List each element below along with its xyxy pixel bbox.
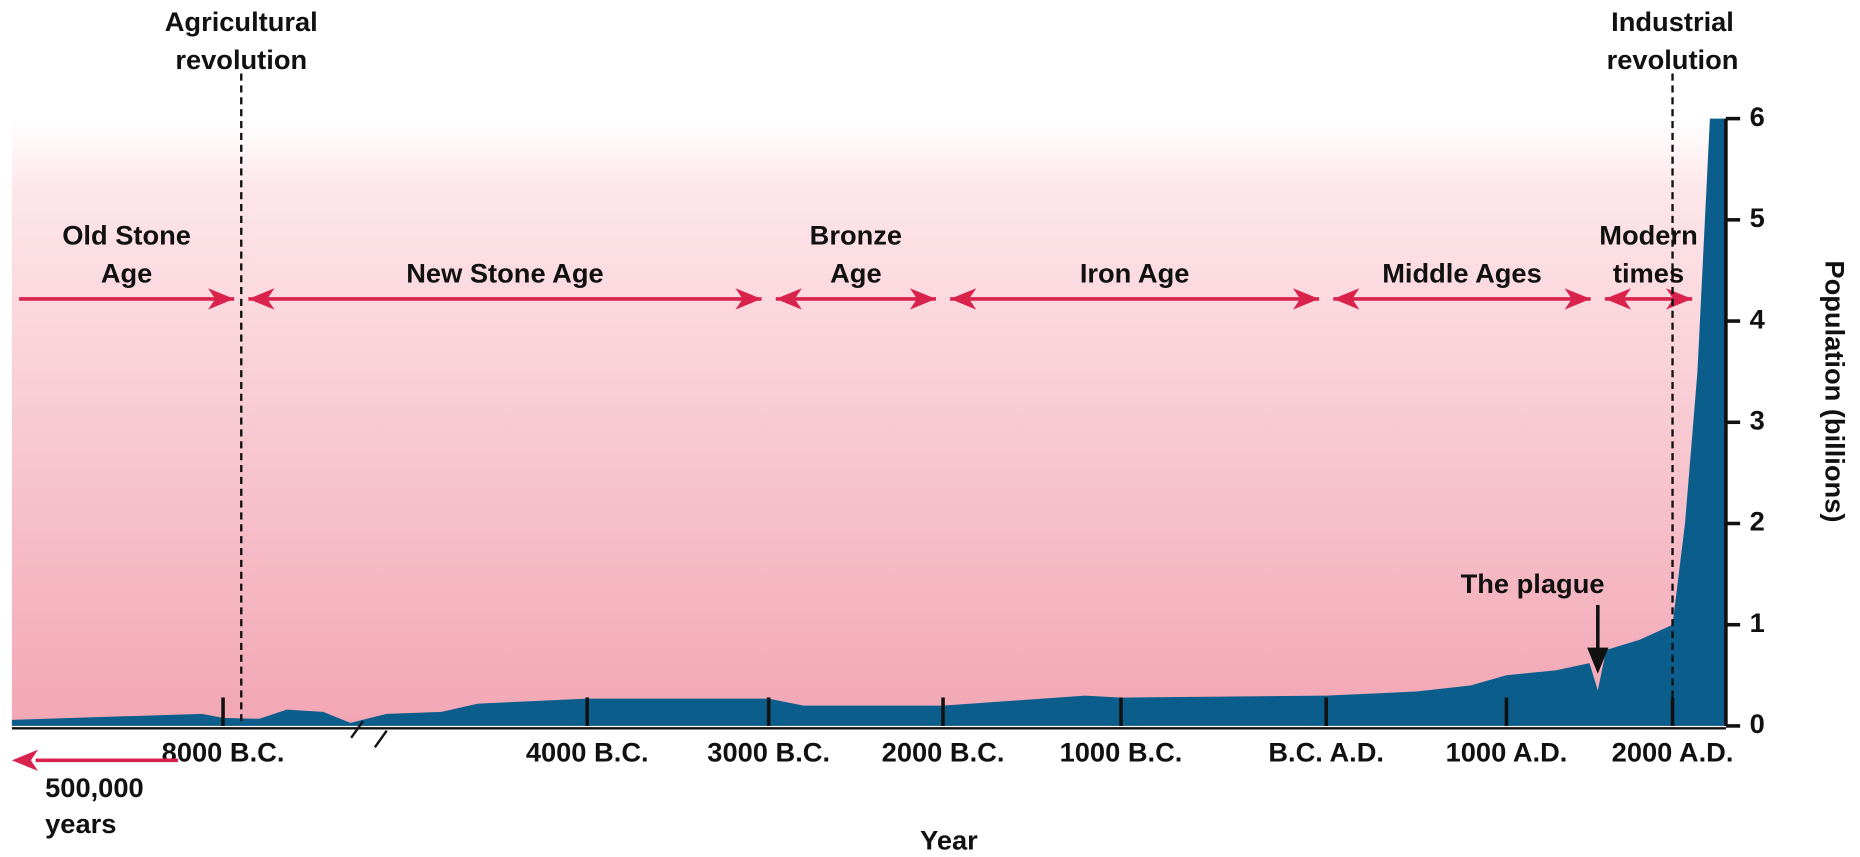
era-arrowhead: [775, 288, 802, 310]
era-arrowhead: [950, 288, 977, 310]
y-tick-label: 4: [1750, 303, 1766, 334]
revolution-label: Agricultural: [165, 6, 318, 37]
axis-break: [373, 729, 388, 748]
era-arrowhead: [1604, 288, 1632, 310]
x-tick-label: 2000 B.C.: [882, 737, 1005, 768]
y-tick-label: 5: [1750, 202, 1765, 233]
era-label: Modern: [1599, 219, 1697, 250]
revolution-label: revolution: [1607, 44, 1739, 75]
x-tick-label: 8000 B.C.: [162, 737, 285, 768]
y-tick-label: 0: [1750, 708, 1765, 739]
era-arrowhead: [1333, 288, 1360, 310]
era-label: Bronze: [810, 219, 902, 250]
era-label: Middle Ages: [1382, 257, 1542, 288]
y-tick-label: 1: [1750, 607, 1765, 638]
era-label: Iron Age: [1080, 257, 1190, 288]
note-label: years: [45, 808, 116, 839]
revolution-label: revolution: [175, 44, 307, 75]
era-label: times: [1613, 257, 1684, 288]
x-tick-label: 1000 B.C.: [1060, 737, 1183, 768]
y-tick-label: 3: [1750, 404, 1765, 435]
era-label: Old Stone: [62, 219, 191, 250]
era-arrowhead: [735, 288, 762, 310]
era-arrowhead: [1564, 288, 1591, 310]
axis-break: [350, 720, 364, 739]
era-label: Age: [101, 257, 153, 288]
x-tick-label: B.C. A.D.: [1268, 737, 1384, 768]
plague-arrowhead: [1587, 647, 1609, 674]
revolution-label: Industrial: [1611, 6, 1734, 37]
plot-background: [11, 118, 1726, 726]
era-arrowhead: [208, 288, 235, 310]
era-label: New Stone Age: [406, 257, 603, 288]
x-tick-label: 2000 A.D.: [1612, 737, 1734, 768]
note-label: 500,000: [45, 772, 144, 803]
era-arrowhead: [1292, 288, 1320, 310]
plague-label: The plague: [1461, 568, 1605, 599]
note-arrowhead: [11, 749, 39, 772]
y-axis-title: Population (billions): [1819, 260, 1850, 522]
x-tick-label: 3000 B.C.: [707, 737, 830, 768]
x-tick-label: 4000 B.C.: [526, 737, 649, 768]
era-arrowhead: [909, 288, 936, 310]
era-arrowhead: [248, 288, 275, 310]
y-tick-label: 2: [1750, 506, 1765, 537]
y-tick-label: 6: [1750, 101, 1765, 132]
era-label: Age: [830, 257, 882, 288]
x-axis-title: Year: [920, 824, 978, 855]
x-tick-label: 1000 A.D.: [1446, 737, 1568, 768]
